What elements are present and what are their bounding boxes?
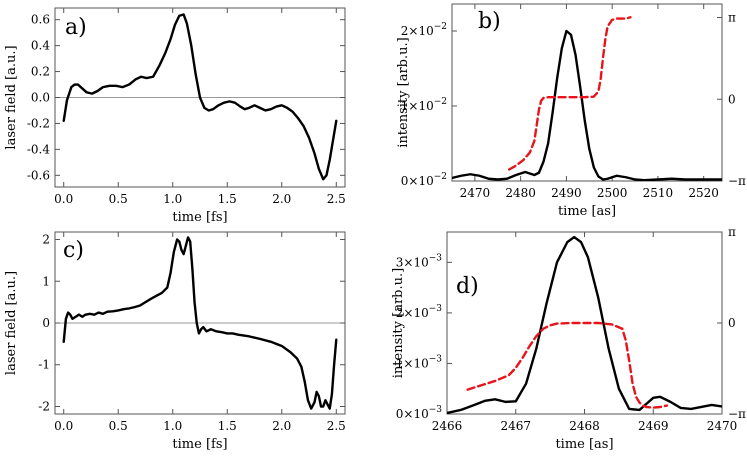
x-tick-label: 0.5: [109, 192, 128, 206]
right-tick-label: 0: [728, 92, 736, 106]
x-tick-label: 2500: [597, 186, 628, 200]
field-line: [62, 13, 338, 181]
right-tick-label: 0: [728, 316, 736, 330]
panel-b: 2470 2480 2490 2500 2510 2520 0×10−2 1×10−2 2×10…: [396, 3, 746, 219]
y-axis-label: laser field [a.u.]: [4, 45, 19, 149]
y-axis-label: intensity [arb.u.]: [391, 268, 406, 378]
x-axis-label: time [fs]: [172, 437, 227, 452]
right-tick-label: −π: [728, 407, 746, 421]
y-tick-label: -0.6: [27, 168, 50, 182]
y-tick-label: 1×10−3: [396, 354, 443, 370]
panel-label: c): [63, 238, 84, 263]
field-line: [62, 236, 338, 410]
panel-label: a): [65, 15, 87, 40]
y-tick-label: 0.6: [31, 13, 50, 27]
plot-frame: [451, 3, 723, 182]
right-tick-label: π: [728, 225, 736, 239]
x-tick-label: 2469: [638, 419, 669, 433]
x-tick-label: 0.0: [54, 192, 73, 206]
y-tick-label: 0.2: [31, 65, 50, 79]
x-tick-label: 2490: [551, 186, 582, 200]
y-tick-label: -1: [38, 358, 50, 372]
panel-d: 2466 2467 2468 2469 2470 0×10−3 1×10−3 2×10−3 3×…: [391, 225, 746, 452]
x-axis-label: time [as]: [558, 204, 616, 219]
y-tick-label: -2: [38, 399, 50, 413]
y-tick-label: 1: [42, 274, 50, 288]
panel-a: 0.0 0.5 1.0 1.5 2.0 2.5 -0.6 -0.4 -0.2 0.0 0.2 0.4 0…: [4, 7, 346, 225]
x-tick-label: 2510: [643, 186, 674, 200]
panel-label: d): [456, 274, 479, 299]
y-tick-label: 2×10−3: [396, 304, 443, 320]
intensity-line: [452, 29, 722, 181]
x-tick-label: 1.0: [163, 192, 182, 206]
y-tick-label: 3×10−3: [396, 253, 443, 269]
x-tick-label: 2.0: [272, 419, 291, 433]
phase-line: [466, 321, 669, 409]
x-tick-label: 2.5: [327, 419, 346, 433]
phase-line: [508, 16, 632, 171]
y-tick-label: -0.2: [27, 116, 50, 130]
panel-label: b): [478, 9, 501, 34]
x-tick-label: 1.5: [218, 192, 237, 206]
right-tick-label: −π: [728, 174, 746, 188]
x-tick-label: 2470: [460, 186, 491, 200]
y-tick-label: 2×10−2: [401, 22, 447, 38]
right-tick-label: π: [728, 10, 736, 24]
intensity-line: [447, 235, 722, 414]
x-tick-label: 2470: [707, 419, 738, 433]
x-tick-label: 0.5: [109, 419, 128, 433]
x-tick-label: 1.5: [218, 419, 237, 433]
y-tick-label: 0×10−3: [396, 405, 443, 421]
y-tick-label: 0.4: [31, 39, 50, 53]
x-tick-label: 2480: [505, 186, 536, 200]
panel-c: 0.0 0.5 1.0 1.5 2.0 2.5 -2 -1 0 1 2 time [fs] laser …: [4, 231, 346, 452]
x-tick-label: 2.0: [272, 192, 291, 206]
y-tick-label: 1×10−2: [401, 97, 447, 113]
y-tick-label: 0.0: [31, 91, 50, 105]
y-tick-label: 0×10−2: [401, 172, 447, 188]
y-axis-label: laser field [a.u.]: [4, 271, 19, 375]
x-tick-label: 2468: [569, 419, 600, 433]
y-tick-label: -0.4: [27, 142, 51, 156]
x-tick-label: 2466: [432, 419, 463, 433]
x-tick-label: 2520: [688, 186, 719, 200]
y-tick-label: 0: [42, 316, 50, 330]
y-tick-label: 2: [42, 233, 50, 247]
x-tick-label: 2.5: [327, 192, 346, 206]
x-tick-label: 0.0: [54, 419, 73, 433]
x-tick-label: 2467: [500, 419, 531, 433]
x-tick-label: 1.0: [163, 419, 182, 433]
y-axis-label: intensity [arb.u.]: [396, 37, 411, 147]
x-axis-label: time [fs]: [172, 210, 227, 225]
x-axis-label: time [as]: [555, 437, 613, 452]
